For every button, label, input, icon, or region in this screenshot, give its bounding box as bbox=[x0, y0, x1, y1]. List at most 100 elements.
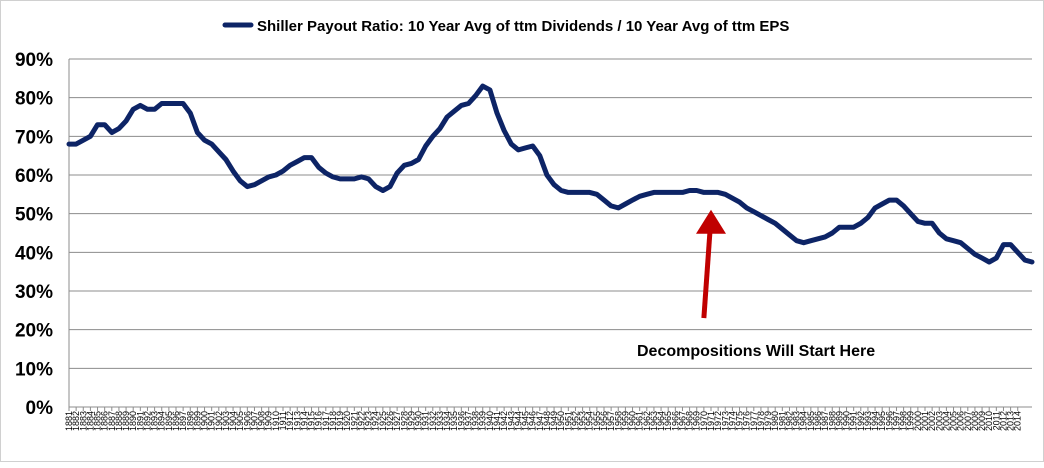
x-tick-label: 1914 bbox=[299, 411, 309, 431]
x-tick-label: 1888 bbox=[114, 411, 124, 431]
x-tick-label: 1940 bbox=[485, 411, 495, 431]
x-tick-label: 1974 bbox=[727, 411, 737, 431]
x-tick-label: 1989 bbox=[834, 411, 844, 431]
annotation-text: Decompositions Will Start Here bbox=[637, 343, 875, 360]
x-tick-label: 1935 bbox=[449, 411, 459, 431]
x-tick-label: 1955 bbox=[592, 411, 602, 431]
x-tick-label: 1890 bbox=[128, 411, 138, 431]
y-tick-label: 80% bbox=[15, 89, 53, 110]
x-tick-label: 1946 bbox=[528, 411, 538, 431]
x-tick-label: 1932 bbox=[428, 411, 438, 431]
x-tick-label: 1987 bbox=[820, 411, 830, 431]
x-tick-label: 1926 bbox=[385, 411, 395, 431]
y-tick-label: 40% bbox=[15, 243, 53, 264]
x-tick-label: 1962 bbox=[642, 411, 652, 431]
x-tick-label: 1937 bbox=[463, 411, 473, 431]
x-tick-label: 1922 bbox=[356, 411, 366, 431]
y-axis-ticks: 0% 10% 20% 30% 40% 50% 60% 70% 80% 90% bbox=[15, 50, 53, 419]
x-tick-label: 1990 bbox=[842, 411, 852, 431]
x-tick-label: 1971 bbox=[706, 411, 716, 431]
x-tick-label: 1917 bbox=[321, 411, 331, 431]
x-tick-label: 1969 bbox=[692, 411, 702, 431]
x-tick-label: 1943 bbox=[506, 411, 516, 431]
x-tick-label: 1883 bbox=[78, 411, 88, 431]
x-tick-label: 1950 bbox=[556, 411, 566, 431]
x-tick-label: 1925 bbox=[378, 411, 388, 431]
x-tick-label: 1936 bbox=[456, 411, 466, 431]
x-tick-label: 2001 bbox=[920, 411, 930, 431]
x-tick-label: 1920 bbox=[342, 411, 352, 431]
x-tick-label: 1896 bbox=[171, 411, 181, 431]
x-tick-label: 1945 bbox=[521, 411, 531, 431]
x-tick-label: 1951 bbox=[563, 411, 573, 431]
x-tick-label: 2008 bbox=[970, 411, 980, 431]
x-tick-label: 2009 bbox=[977, 411, 987, 431]
x-tick-label: 2003 bbox=[934, 411, 944, 431]
x-tick-label: 2004 bbox=[941, 411, 951, 431]
x-tick-label: 1912 bbox=[285, 411, 295, 431]
x-tick-label: 1949 bbox=[549, 411, 559, 431]
x-tick-label: 1892 bbox=[142, 411, 152, 431]
x-tick-label: 2014 bbox=[1013, 411, 1023, 431]
x-tick-label: 1984 bbox=[799, 411, 809, 431]
x-tick-label: 1997 bbox=[891, 411, 901, 431]
gridlines bbox=[68, 58, 1032, 408]
x-tick-label: 1887 bbox=[107, 411, 117, 431]
x-tick-label: 1966 bbox=[670, 411, 680, 431]
x-tick-label: 1958 bbox=[613, 411, 623, 431]
x-tick-label: 1978 bbox=[756, 411, 766, 431]
x-tick-label: 1889 bbox=[121, 411, 131, 431]
x-axis-ticks: 1881 1883 1885 1887 1889 1891 1893 1895 1897 1899… bbox=[64, 407, 1023, 431]
x-tick-label: 1900 bbox=[200, 411, 210, 431]
x-tick-label: 1894 bbox=[157, 411, 167, 431]
x-tick-label: 1973 bbox=[720, 411, 730, 431]
x-tick-label: 1918 bbox=[328, 411, 338, 431]
x-tick-label: 1933 bbox=[435, 411, 445, 431]
x-tick-label: 1893 bbox=[150, 411, 160, 431]
x-tick-label: 1885 bbox=[93, 411, 103, 431]
x-tick-label: 1882 bbox=[71, 411, 81, 431]
x-tick-label: 1979 bbox=[763, 411, 773, 431]
x-tick-label: 1980 bbox=[770, 411, 780, 431]
x-tick-label: 1961 bbox=[635, 411, 645, 431]
x-tick-label: 1976 bbox=[742, 411, 752, 431]
x-tick-label: 1954 bbox=[585, 411, 595, 431]
x-tick-label: 1956 bbox=[599, 411, 609, 431]
x-tick-label: 1967 bbox=[677, 411, 687, 431]
x-tick-label: 1939 bbox=[478, 411, 488, 431]
x-tick-label: 1915 bbox=[307, 411, 317, 431]
x-tick-label: 1995 bbox=[877, 411, 887, 431]
x-tick-label: 1964 bbox=[656, 411, 666, 431]
x-tick-label: 1960 bbox=[628, 411, 638, 431]
x-tick-label: 1881 bbox=[64, 411, 74, 431]
x-tick-label: 1981 bbox=[777, 411, 787, 431]
x-tick-label: 1982 bbox=[784, 411, 794, 431]
x-tick-label: 1928 bbox=[399, 411, 409, 431]
x-tick-label: 1970 bbox=[699, 411, 709, 431]
x-tick-label: 1924 bbox=[371, 411, 381, 431]
y-tick-label: 60% bbox=[15, 166, 53, 187]
x-tick-label: 1975 bbox=[735, 411, 745, 431]
x-tick-label: 2005 bbox=[949, 411, 959, 431]
x-tick-label: 1953 bbox=[578, 411, 588, 431]
x-tick-label: 1944 bbox=[513, 411, 523, 431]
x-tick-label: 1988 bbox=[827, 411, 837, 431]
x-tick-label: 2002 bbox=[927, 411, 937, 431]
x-tick-label: 1994 bbox=[870, 411, 880, 431]
x-tick-label: 1929 bbox=[406, 411, 416, 431]
x-tick-label: 1886 bbox=[100, 411, 110, 431]
x-tick-label: 1972 bbox=[713, 411, 723, 431]
x-tick-label: 1999 bbox=[906, 411, 916, 431]
x-tick-label: 1934 bbox=[442, 411, 452, 431]
x-tick-label: 1908 bbox=[257, 411, 267, 431]
x-tick-label: 2007 bbox=[963, 411, 973, 431]
y-tick-label: 70% bbox=[15, 127, 53, 148]
x-tick-label: 1985 bbox=[806, 411, 816, 431]
annotation: Decompositions Will Start Here bbox=[637, 209, 875, 360]
x-tick-label: 1897 bbox=[178, 411, 188, 431]
x-tick-label: 2000 bbox=[913, 411, 923, 431]
x-tick-label: 1991 bbox=[849, 411, 859, 431]
legend-label: Shiller Payout Ratio: 10 Year Avg of ttm… bbox=[257, 18, 789, 35]
x-tick-label: 1992 bbox=[856, 411, 866, 431]
